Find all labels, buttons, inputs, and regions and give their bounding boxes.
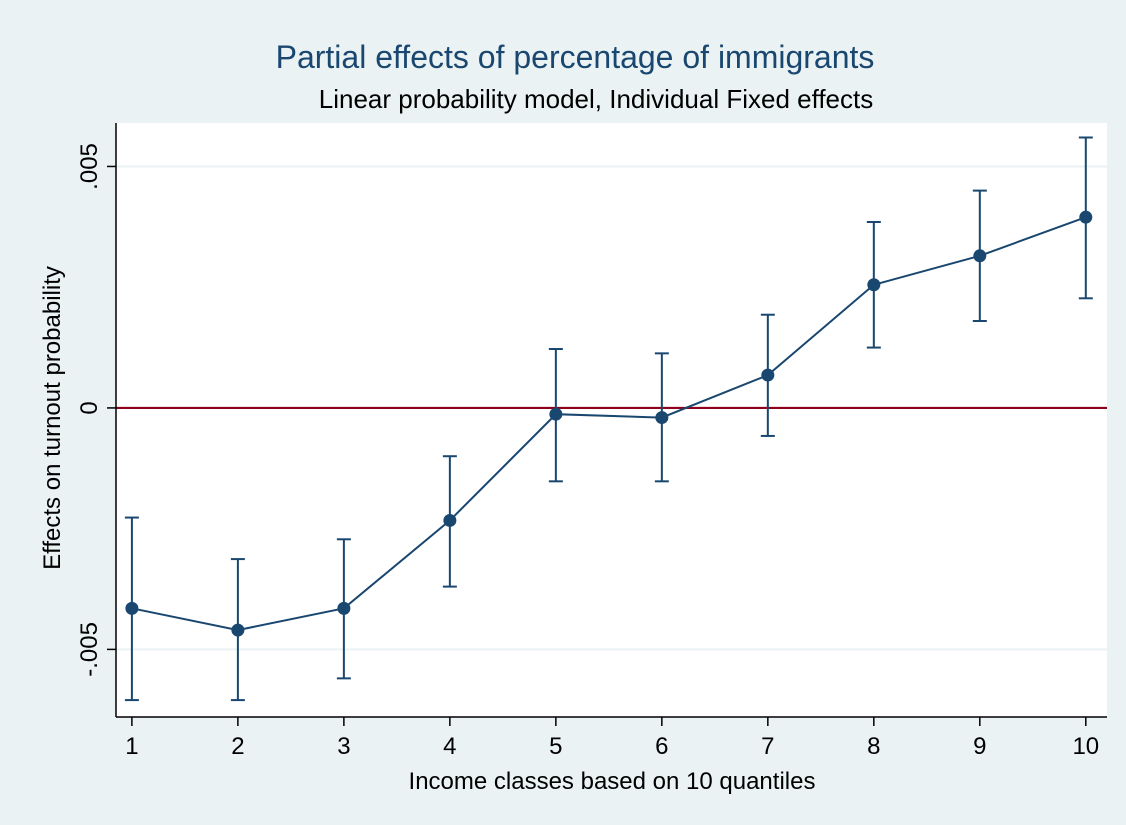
axes: -.005 0 .005 1 2 3 4 5 6 7 8 9 10: [76, 123, 1107, 760]
chart-title: Partial effects of percentage of immigra…: [276, 39, 875, 75]
y-tick-label: .005: [76, 143, 103, 190]
data-point: [443, 513, 457, 527]
x-tick-label: 1: [125, 733, 138, 760]
y-axis-title: Effects on turnout probability: [39, 266, 66, 570]
series-line-group: [131, 216, 1087, 632]
data-point: [973, 249, 987, 263]
data-point: [761, 368, 775, 382]
data-points: [125, 210, 1093, 637]
y-tick-label: -.005: [76, 622, 103, 677]
x-tick-label: 3: [337, 733, 350, 760]
data-point: [867, 278, 881, 292]
x-tick-label: 5: [549, 733, 562, 760]
data-point: [337, 601, 351, 615]
x-tick-label: 9: [973, 733, 986, 760]
x-tick-label: 8: [867, 733, 880, 760]
data-point: [549, 407, 563, 421]
chart-subtitle: Linear probability model, Individual Fix…: [319, 84, 874, 114]
y-tick-label: 0: [76, 401, 103, 414]
x-axis-title: Income classes based on 10 quantiles: [409, 768, 816, 795]
x-tick-label: 6: [655, 733, 668, 760]
x-tick-label: 7: [761, 733, 774, 760]
x-tick-label: 10: [1072, 733, 1099, 760]
plot-area: [116, 123, 1107, 717]
data-point: [655, 411, 669, 425]
gridlines: [116, 165, 1107, 651]
data-point: [125, 601, 139, 615]
data-point: [231, 623, 245, 637]
series-line: [131, 216, 1087, 632]
data-point: [1079, 210, 1093, 224]
x-tick-label: 2: [231, 733, 244, 760]
x-tick-label: 4: [443, 733, 456, 760]
